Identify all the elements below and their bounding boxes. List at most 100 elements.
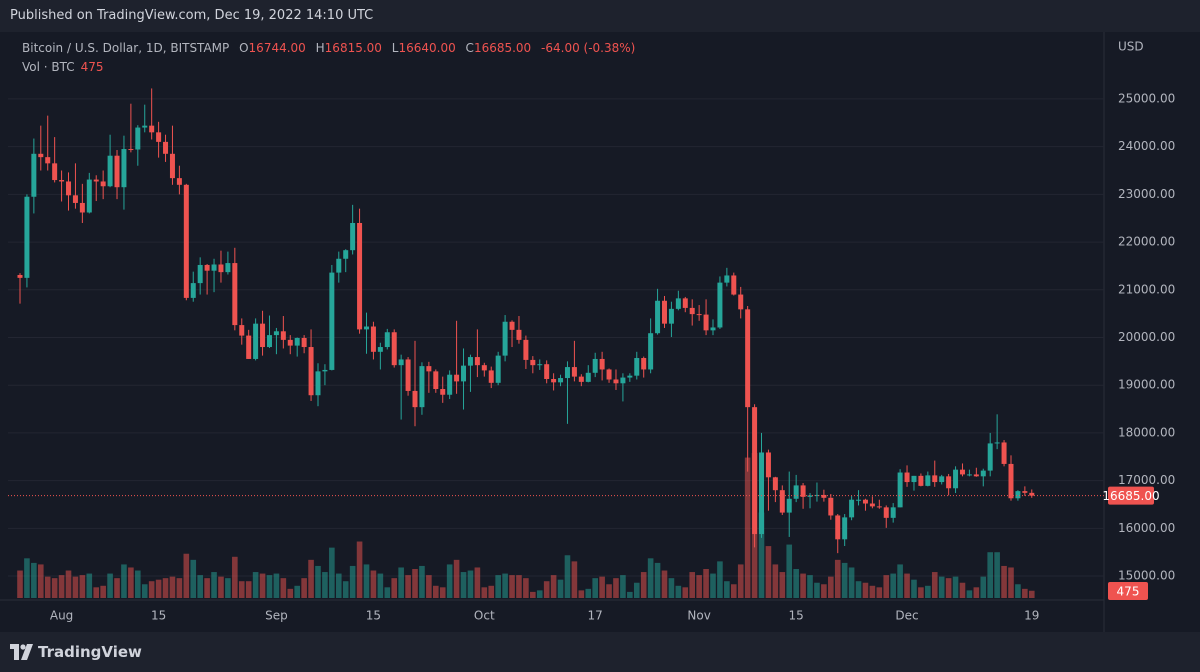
volume-bar [426, 575, 432, 598]
footer: TradingView [0, 632, 1200, 672]
candle-body [114, 155, 120, 188]
volume-bar [523, 578, 529, 598]
legend-volume: 475 [80, 60, 104, 74]
volume-bar [814, 582, 820, 598]
x-tick-label: 15 [366, 609, 381, 623]
volume-bar [398, 567, 404, 598]
candle-body [1022, 491, 1028, 493]
candle-body [675, 298, 681, 309]
candle-body [842, 517, 848, 540]
candle-body [100, 181, 106, 187]
candle-body [398, 359, 404, 366]
candle-body [419, 366, 425, 408]
volume-bar [72, 576, 79, 598]
y-tick-label: 21000.00 [1118, 282, 1175, 296]
candle-body [883, 507, 889, 518]
candle-body [966, 474, 972, 476]
volume-bar [620, 575, 626, 598]
candle-body [31, 153, 37, 197]
volume-bar [405, 575, 411, 598]
volume-bar [308, 559, 314, 598]
candle-body [772, 477, 778, 491]
volume-bar [141, 584, 148, 598]
volume-bar [543, 581, 550, 598]
volume-bar [793, 569, 799, 598]
candle-body [93, 179, 99, 182]
candle-body [759, 452, 765, 535]
y-tick-label: 18000.00 [1118, 425, 1175, 439]
y-tick-label: 22000.00 [1118, 235, 1175, 249]
candle-body [107, 155, 113, 187]
volume-bar [640, 572, 647, 598]
volume-bar [800, 573, 806, 598]
volume-bar [897, 564, 903, 598]
candle-body [433, 371, 439, 390]
candle-body [564, 367, 570, 379]
volume-bar [779, 572, 786, 598]
volume-bar [592, 578, 598, 598]
candle-body [516, 329, 522, 340]
y-tick-label: 17000.00 [1118, 473, 1175, 487]
candle-body [79, 202, 85, 213]
candle-body [1001, 442, 1007, 464]
volume-bar [938, 576, 945, 598]
volume-bar [516, 575, 522, 598]
candle-body [1015, 491, 1021, 499]
candle-body [634, 358, 640, 376]
legend-row: Bitcoin / U.S. Dollar, 1D, BITSTAMP O167… [22, 39, 641, 58]
x-tick-label: 19 [1024, 609, 1039, 623]
volume-bar [301, 578, 307, 598]
volume-badge [1108, 582, 1148, 600]
volume-bar [724, 581, 730, 598]
candle-body [121, 149, 127, 188]
volume-bar [135, 570, 141, 598]
candle-body [447, 374, 453, 395]
candle-body [932, 475, 938, 483]
candle-body [502, 321, 508, 356]
candle-body [370, 326, 376, 352]
candle-body [904, 472, 910, 483]
volume-bar [1022, 588, 1028, 598]
volume-bar [869, 585, 876, 598]
volume-bar [925, 585, 931, 598]
volume-bar [828, 576, 834, 598]
volume-bar [252, 572, 259, 598]
volume-bar [384, 587, 391, 598]
volume-bar [335, 573, 342, 598]
last-price-label: 16685.00 [1102, 489, 1159, 503]
volume-bar [51, 578, 58, 598]
candle-body [745, 309, 751, 408]
volume-bar [668, 578, 675, 598]
volume-bar [980, 576, 987, 598]
x-tick-label: Dec [895, 609, 918, 623]
volume-label: 475 [1117, 585, 1140, 599]
volume-bar [488, 585, 495, 598]
candle-body [135, 127, 141, 150]
volume-bar [862, 582, 869, 598]
volume-bar [65, 570, 72, 598]
candle-body [86, 179, 92, 213]
volume-bar [17, 570, 23, 598]
candle-body [204, 264, 210, 271]
legend-row: Vol · BTC 475 [22, 58, 641, 77]
candle-body [364, 326, 369, 330]
volume-bar [945, 578, 952, 598]
legend-prefix: L [391, 41, 399, 55]
volume-bar [876, 587, 883, 598]
volume-bar [287, 588, 294, 598]
volume-bar [744, 457, 751, 598]
volume-bar [481, 587, 488, 598]
candle-body [59, 180, 65, 182]
volume-bar [550, 575, 557, 598]
candle-body [530, 359, 536, 366]
candle-body [613, 379, 619, 384]
candle-body [648, 333, 654, 370]
volume-bar [453, 559, 460, 598]
legend-close: 16685.00 [473, 41, 532, 55]
volume-bar [987, 552, 993, 598]
candle-body [169, 153, 175, 179]
volume-bar [433, 585, 439, 598]
candle-body [246, 335, 252, 359]
candle-body [474, 357, 480, 366]
volume-bar [682, 587, 689, 598]
